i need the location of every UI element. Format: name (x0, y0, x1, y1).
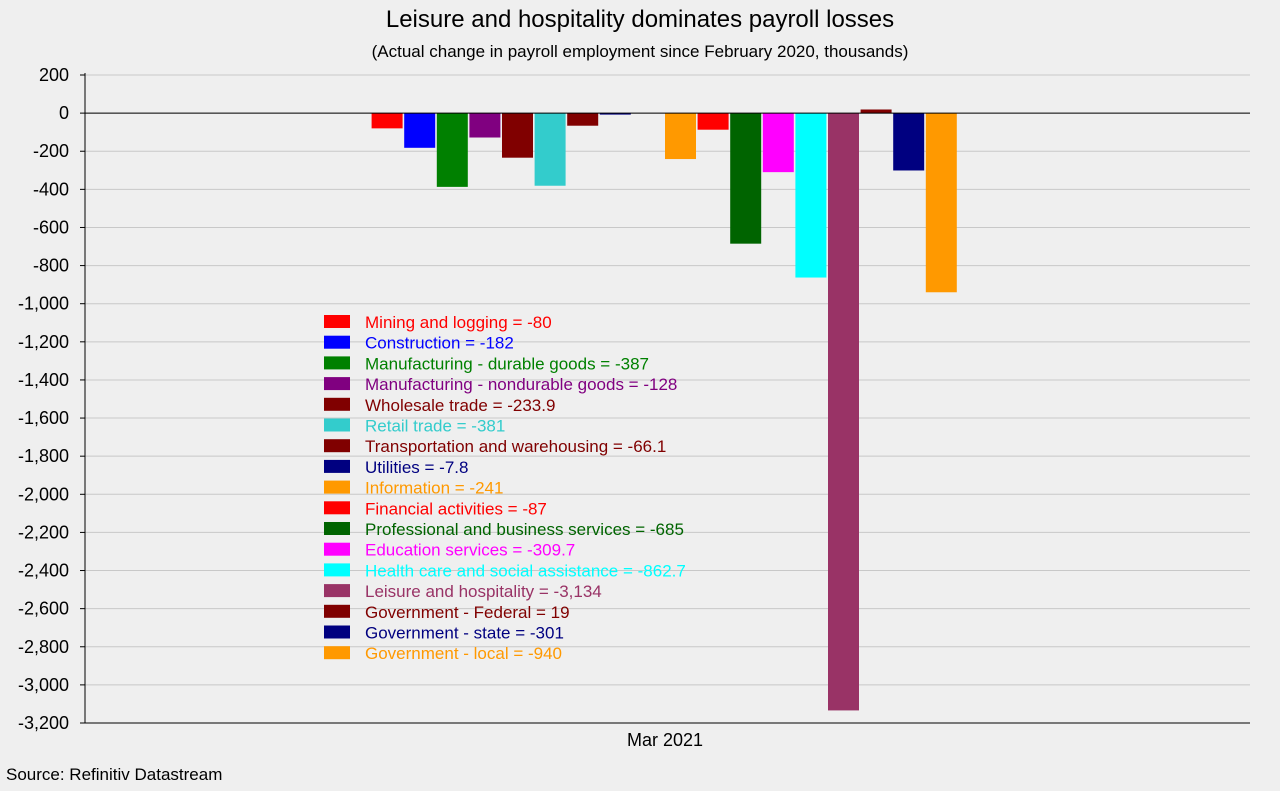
bar-health-care-and-social-assistance (795, 113, 827, 278)
bar-financial-activities (697, 113, 729, 130)
y-tick-label: -1,800 (18, 446, 69, 466)
bar-manufacturing-nondurable-goods (469, 113, 501, 138)
y-tick-label: -1,200 (18, 332, 69, 352)
bar-wholesale-trade (502, 113, 533, 158)
y-tick-label: -1,400 (18, 370, 69, 390)
legend-label: Government - Federal = 19 (365, 603, 570, 622)
legend-label: Government - local = -940 (365, 644, 562, 663)
bar-transportation-and-warehousing (567, 113, 599, 126)
y-tick-label: -2,800 (18, 637, 69, 657)
bar-utilities (599, 113, 631, 115)
y-tick-label: -800 (33, 256, 69, 276)
y-tick-label: -2,000 (18, 484, 69, 504)
bar-mining-and-logging (371, 113, 403, 129)
gridlines (85, 74, 1250, 724)
bar-government-federal (860, 109, 892, 114)
legend-label: Financial activities = -87 (365, 499, 547, 518)
legend-label: Professional and business services = -68… (365, 520, 684, 539)
y-tick-label: -200 (33, 141, 69, 161)
legend: Mining and logging = -80 Construction = -… (324, 313, 686, 663)
y-axis-ticks: 200 0 -200 -400 -600 -800 -1,000 -1,200 -1,400 -1… (18, 65, 85, 733)
legend-swatch (324, 646, 350, 660)
bar-education-services (762, 113, 794, 173)
legend-label: Government - state = -301 (365, 624, 564, 643)
y-tick-label: 200 (39, 65, 69, 85)
legend-swatch (324, 418, 350, 432)
legend-swatch (324, 397, 350, 411)
legend-label: Information = -241 (365, 479, 503, 498)
bar-retail-trade (534, 113, 566, 186)
source-note: Source: Refinitiv Datastream (6, 765, 223, 784)
chart-subtitle: (Actual change in payroll employment sin… (371, 42, 909, 61)
legend-swatch (324, 315, 350, 328)
y-tick-label: -2,400 (18, 561, 69, 581)
legend-swatch (324, 439, 350, 453)
axes (84, 73, 1250, 724)
legend-label: Retail trade = -381 (365, 417, 505, 436)
legend-label: Transportation and warehousing = -66.1 (365, 437, 666, 456)
legend-label: Education services = -309.7 (365, 541, 575, 560)
legend-swatch (324, 480, 350, 494)
bar-leisure-and-hospitality (828, 113, 859, 711)
legend-label: Mining and logging = -80 (365, 313, 552, 332)
legend-label: Utilities = -7.8 (365, 458, 468, 477)
y-tick-label: -2,600 (18, 599, 69, 619)
legend-swatch (324, 604, 350, 618)
x-axis-ticks: Mar 2021 (627, 730, 703, 750)
legend-swatch (324, 625, 350, 639)
legend-label: Construction = -182 (365, 334, 514, 353)
legend-swatch (324, 459, 350, 473)
y-tick-label: 0 (59, 103, 69, 123)
y-tick-label: -3,000 (18, 675, 69, 695)
legend-swatch (324, 377, 350, 391)
legend-label: Leisure and hospitality = -3,134 (365, 582, 602, 601)
legend-swatch (324, 335, 350, 349)
bar-professional-and-business-services (730, 113, 762, 244)
bar-construction (404, 113, 436, 148)
legend-swatch (324, 356, 350, 370)
legend-label: Health care and social assistance = -862… (365, 561, 686, 580)
chart-title: Leisure and hospitality dominates payrol… (385, 6, 895, 33)
legend-swatch (324, 542, 350, 556)
bar-manufacturing-durable-goods (436, 113, 468, 187)
bar-government-state (893, 113, 925, 171)
y-tick-label: -1,000 (18, 294, 69, 314)
y-tick-label: -3,200 (18, 713, 69, 733)
legend-label: Wholesale trade = -233.9 (365, 396, 555, 415)
legend-label: Manufacturing - nondurable goods = -128 (365, 375, 677, 394)
legend-label: Manufacturing - durable goods = -387 (365, 354, 649, 373)
x-tick-label: Mar 2021 (627, 730, 703, 750)
legend-swatch (324, 584, 350, 598)
y-tick-label: -1,600 (18, 408, 69, 428)
legend-swatch (324, 501, 350, 515)
y-tick-label: -600 (33, 217, 69, 237)
bars (371, 109, 957, 711)
y-tick-label: -2,200 (18, 522, 69, 542)
legend-swatch (324, 522, 350, 535)
legend-swatch (324, 563, 350, 577)
bar-information (665, 113, 696, 160)
y-tick-label: -400 (33, 179, 69, 199)
bar-government-local (925, 113, 957, 293)
